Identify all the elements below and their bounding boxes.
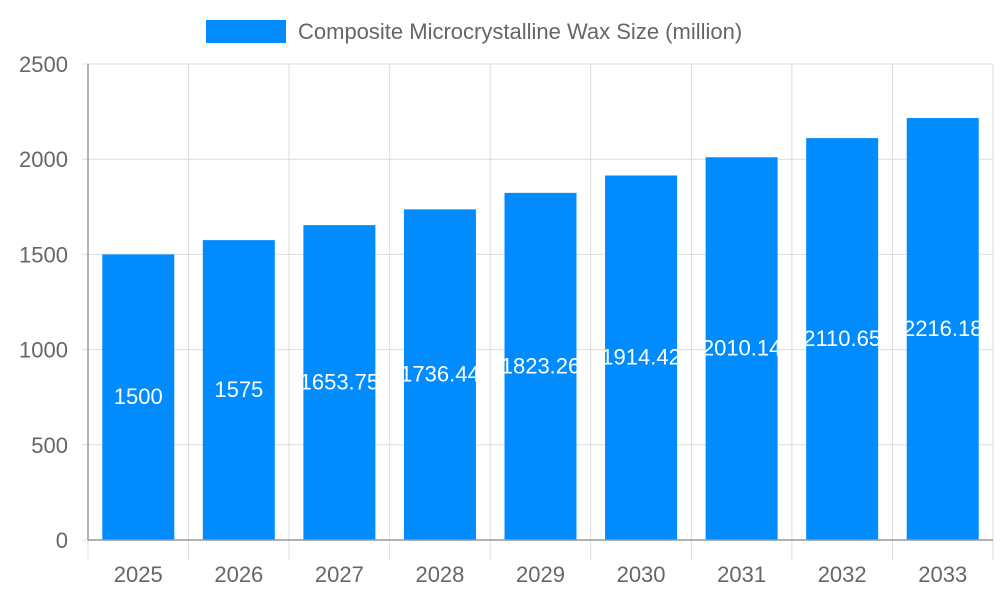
- data-label: 1500: [114, 384, 163, 409]
- x-tick-label: 2032: [818, 562, 867, 587]
- bar: [605, 175, 678, 540]
- y-tick-label: 2500: [19, 52, 68, 77]
- data-label: 1653.75: [300, 370, 380, 395]
- x-tick-label: 2029: [516, 562, 565, 587]
- legend-swatch: [206, 20, 286, 43]
- y-tick-label: 2000: [19, 147, 68, 172]
- bar: [504, 192, 577, 540]
- data-label: 2216.18: [903, 316, 983, 341]
- x-tick-label: 2030: [617, 562, 666, 587]
- bars: 1500 1575 1653.75 1736.44 1823.26 1914.42 2010…: [102, 118, 983, 540]
- data-label: 1823.26: [501, 353, 581, 378]
- x-tick-label: 2028: [415, 562, 464, 587]
- data-label: 2010.14: [702, 336, 782, 361]
- y-tick-label: 1000: [19, 338, 68, 363]
- x-tick-label: 2026: [214, 562, 263, 587]
- y-tick-label: 500: [31, 433, 68, 458]
- bar: [705, 157, 778, 540]
- bar: [202, 240, 275, 540]
- bar: [806, 138, 879, 540]
- data-label: 1914.42: [601, 345, 681, 370]
- x-tick-label: 2031: [717, 562, 766, 587]
- bar: [403, 209, 476, 540]
- bar: [906, 118, 979, 540]
- x-tick-label: 2027: [315, 562, 364, 587]
- legend-label: Composite Microcrystalline Wax Size (mil…: [298, 19, 742, 44]
- y-tick-label: 1500: [19, 242, 68, 267]
- data-label: 1736.44: [400, 362, 480, 387]
- x-tick-label: 2033: [918, 562, 967, 587]
- data-label: 2110.65: [803, 326, 881, 351]
- grid: [82, 63, 994, 560]
- bar: [303, 225, 376, 540]
- data-label: 1575: [214, 377, 263, 402]
- bar: [102, 254, 175, 540]
- x-tick-label: 2025: [114, 562, 163, 587]
- axes: 0 500 1000 1500 2000 2500 2025 2026 2027 2028 2029…: [19, 52, 993, 587]
- y-tick-label: 0: [56, 528, 68, 553]
- legend[interactable]: Composite Microcrystalline Wax Size (mil…: [206, 19, 742, 44]
